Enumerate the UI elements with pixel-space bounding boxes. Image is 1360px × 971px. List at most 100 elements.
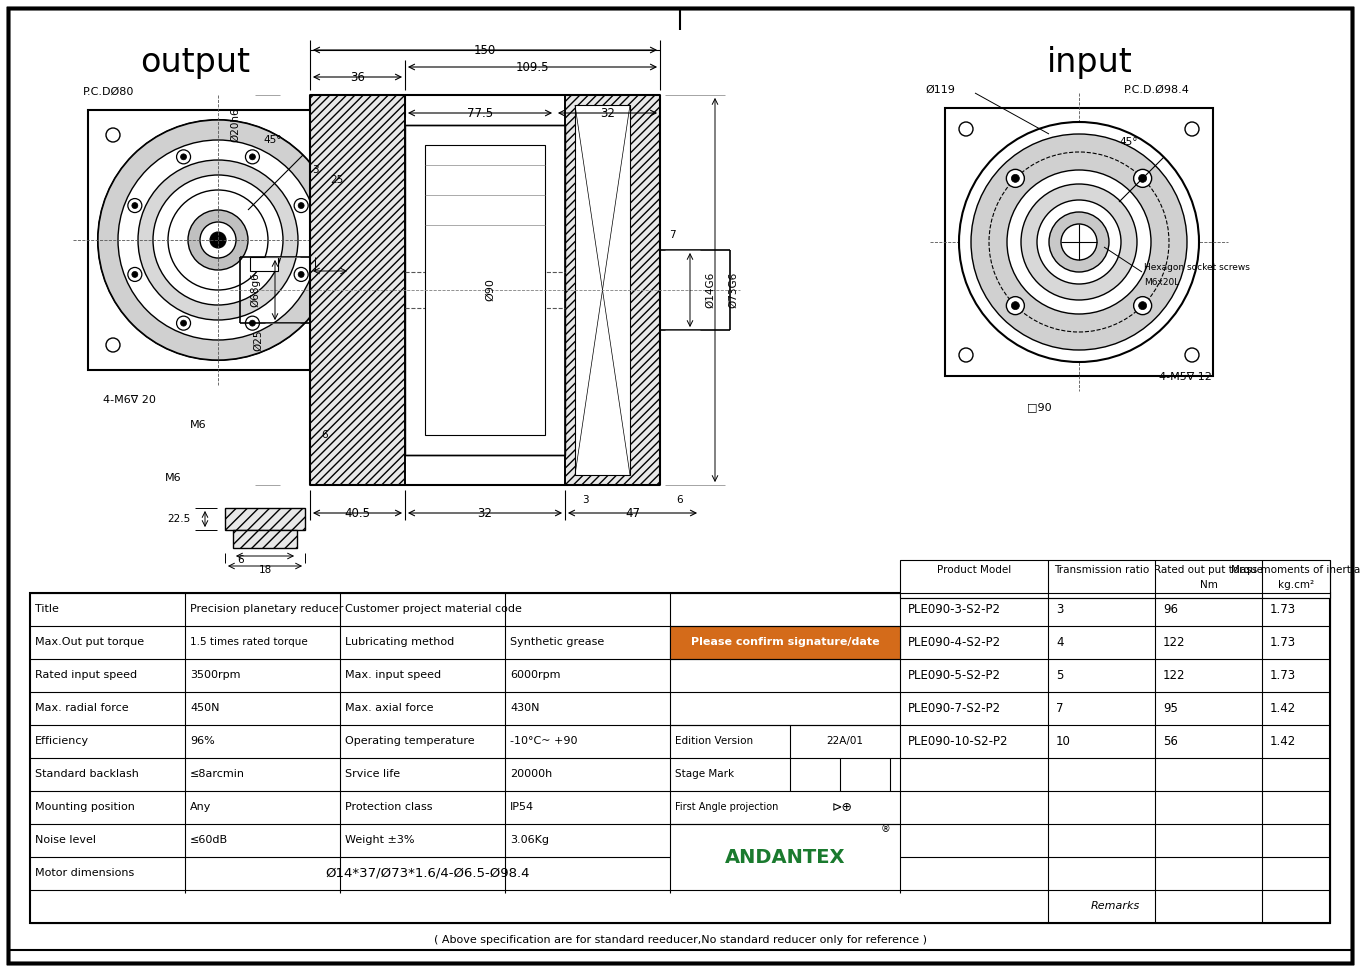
Circle shape bbox=[1134, 169, 1152, 187]
Text: P.C.DØ80: P.C.DØ80 bbox=[83, 87, 135, 97]
Text: Ø90: Ø90 bbox=[486, 279, 495, 301]
Bar bbox=[670, 626, 900, 659]
Text: 150: 150 bbox=[473, 44, 496, 56]
Text: PLE090-7-S2-P2: PLE090-7-S2-P2 bbox=[908, 701, 1001, 715]
Circle shape bbox=[200, 222, 237, 258]
Circle shape bbox=[294, 267, 309, 282]
Circle shape bbox=[152, 175, 283, 305]
Text: ≤8arcmin: ≤8arcmin bbox=[190, 769, 245, 779]
Circle shape bbox=[181, 320, 186, 326]
Text: Max.Out put torque: Max.Out put torque bbox=[35, 637, 144, 647]
Text: Title: Title bbox=[35, 604, 58, 614]
Text: 36: 36 bbox=[350, 71, 364, 84]
Text: □90: □90 bbox=[1027, 402, 1051, 412]
Circle shape bbox=[169, 190, 268, 290]
Text: Lubricating method: Lubricating method bbox=[345, 637, 454, 647]
Text: ®: ® bbox=[880, 824, 889, 834]
Circle shape bbox=[316, 128, 330, 142]
Bar bbox=[233, 530, 296, 548]
Circle shape bbox=[118, 140, 318, 340]
Circle shape bbox=[245, 317, 260, 330]
Text: ⊳⊕: ⊳⊕ bbox=[832, 800, 853, 814]
Text: 3500rpm: 3500rpm bbox=[190, 670, 241, 680]
Text: First Angle projection: First Angle projection bbox=[675, 802, 778, 812]
Text: Product Model: Product Model bbox=[937, 565, 1010, 575]
Text: Max. axial force: Max. axial force bbox=[345, 703, 434, 713]
Text: 4: 4 bbox=[1055, 635, 1064, 649]
Text: Stage Mark: Stage Mark bbox=[675, 769, 734, 779]
Text: M6x20L: M6x20L bbox=[1144, 278, 1179, 286]
Text: Precision planetary reducer: Precision planetary reducer bbox=[190, 604, 343, 614]
Circle shape bbox=[1134, 296, 1152, 315]
Text: 7: 7 bbox=[1055, 701, 1064, 715]
Text: Motor dimensions: Motor dimensions bbox=[35, 868, 135, 878]
Circle shape bbox=[316, 338, 330, 352]
Text: Hexagon socket screws: Hexagon socket screws bbox=[1144, 262, 1250, 272]
Text: IP54: IP54 bbox=[510, 802, 534, 812]
Circle shape bbox=[106, 338, 120, 352]
Circle shape bbox=[1036, 200, 1121, 284]
Text: Ø119: Ø119 bbox=[925, 85, 955, 95]
Text: M6: M6 bbox=[165, 473, 182, 483]
Text: 6: 6 bbox=[677, 495, 683, 505]
Text: PLE090-3-S2-P2: PLE090-3-S2-P2 bbox=[908, 602, 1001, 616]
Circle shape bbox=[98, 120, 339, 360]
Text: Nm: Nm bbox=[1200, 580, 1217, 590]
Text: Customer project material code: Customer project material code bbox=[345, 604, 522, 614]
Text: M6: M6 bbox=[189, 420, 207, 430]
Text: Remarks: Remarks bbox=[1091, 901, 1140, 911]
Circle shape bbox=[249, 320, 256, 326]
Circle shape bbox=[971, 134, 1187, 350]
Text: Operating temperature: Operating temperature bbox=[345, 736, 475, 746]
Circle shape bbox=[209, 232, 226, 248]
Circle shape bbox=[128, 267, 141, 282]
Text: 6000rpm: 6000rpm bbox=[510, 670, 560, 680]
Text: 3: 3 bbox=[1055, 602, 1064, 616]
Text: 109.5: 109.5 bbox=[515, 60, 549, 74]
Text: 22A/01: 22A/01 bbox=[827, 736, 864, 746]
Circle shape bbox=[1138, 175, 1146, 183]
Text: 56: 56 bbox=[1163, 734, 1178, 748]
Text: Noise level: Noise level bbox=[35, 835, 97, 845]
Bar bbox=[575, 105, 630, 475]
Text: Ø68g6: Ø68g6 bbox=[250, 273, 260, 308]
Circle shape bbox=[1185, 348, 1200, 362]
Text: Rated input speed: Rated input speed bbox=[35, 670, 137, 680]
Text: 32: 32 bbox=[600, 107, 615, 119]
Text: 1.5 times rated torque: 1.5 times rated torque bbox=[190, 637, 307, 647]
Text: Max. radial force: Max. radial force bbox=[35, 703, 129, 713]
Text: Transmission ratio: Transmission ratio bbox=[1054, 565, 1149, 575]
Text: PLE090-4-S2-P2: PLE090-4-S2-P2 bbox=[908, 635, 1001, 649]
Circle shape bbox=[245, 150, 260, 164]
Circle shape bbox=[1138, 302, 1146, 310]
Text: Protection class: Protection class bbox=[345, 802, 432, 812]
Text: PLE090-10-S2-P2: PLE090-10-S2-P2 bbox=[908, 734, 1009, 748]
Text: 450N: 450N bbox=[190, 703, 219, 713]
Circle shape bbox=[98, 120, 339, 360]
Circle shape bbox=[294, 198, 309, 213]
Circle shape bbox=[181, 153, 186, 160]
Text: 40.5: 40.5 bbox=[344, 507, 370, 519]
Text: Please confirm signature/date: Please confirm signature/date bbox=[691, 637, 880, 647]
Circle shape bbox=[132, 272, 137, 278]
Circle shape bbox=[298, 272, 305, 278]
Text: 122: 122 bbox=[1163, 668, 1186, 682]
Text: 3.06Kg: 3.06Kg bbox=[510, 835, 549, 845]
Text: ≤60dB: ≤60dB bbox=[190, 835, 228, 845]
Text: 6: 6 bbox=[322, 430, 328, 440]
Circle shape bbox=[128, 198, 141, 213]
Text: Srvice life: Srvice life bbox=[345, 769, 400, 779]
Circle shape bbox=[1006, 296, 1024, 315]
Text: 45°: 45° bbox=[264, 135, 283, 145]
Text: Any: Any bbox=[190, 802, 211, 812]
Text: 1.73: 1.73 bbox=[1270, 635, 1296, 649]
Circle shape bbox=[177, 317, 190, 330]
Text: Mounting position: Mounting position bbox=[35, 802, 135, 812]
Text: Ø73G6: Ø73G6 bbox=[728, 272, 738, 308]
Text: P.C.D.Ø98.4: P.C.D.Ø98.4 bbox=[1123, 85, 1190, 95]
Circle shape bbox=[188, 210, 248, 270]
Text: 47: 47 bbox=[626, 507, 641, 519]
Circle shape bbox=[1185, 122, 1200, 136]
Text: 32: 32 bbox=[477, 507, 492, 519]
Bar bbox=[30, 593, 1330, 923]
